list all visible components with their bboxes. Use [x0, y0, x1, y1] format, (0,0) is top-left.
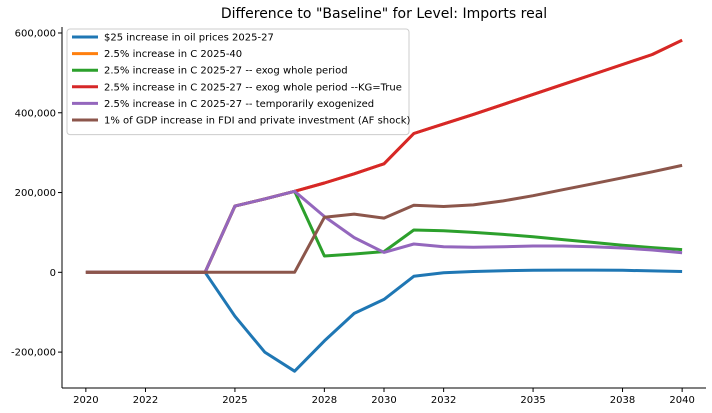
legend: $25 increase in oil prices 2025-27 2.5% i… [66, 28, 411, 136]
series-line-3 [85, 189, 683, 274]
y-tick-label: 0 [50, 268, 56, 279]
y-tick-label: -200,000 [11, 348, 56, 359]
series-layer [85, 38, 683, 373]
series-line-1 [85, 268, 683, 373]
x-tick-label: 2032 [431, 395, 456, 406]
legend-box [66, 28, 410, 136]
chart-title: Difference to "Baseline" for Level: Impo… [221, 6, 547, 22]
x-tick-label: 2038 [610, 395, 635, 406]
axes-layer: 2020 2022 2025 2028 2030 2032 2035 2038 2040 -200… [11, 27, 706, 406]
legend-label-3: 2.5% increase in C 2025-27 -- exog whole… [104, 66, 348, 77]
x-tick-label: 2025 [222, 395, 247, 406]
x-tick-label: 2035 [520, 395, 545, 406]
x-tick-label: 2040 [669, 395, 694, 406]
legend-label-4: 2.5% increase in C 2025-27 -- exog whole… [104, 82, 402, 93]
y-tick-label: 400,000 [15, 108, 56, 119]
series-line-5 [85, 189, 683, 274]
legend-label-2: 2.5% increase in C 2025-40 [104, 49, 242, 60]
x-tick-label: 2028 [312, 395, 337, 406]
x-tick-label: 2020 [73, 395, 98, 406]
y-tick-label: 200,000 [15, 188, 56, 199]
legend-label-6: 1% of GDP increase in FDI and private in… [104, 116, 411, 127]
y-tick-label: 600,000 [15, 28, 56, 39]
x-tick-label: 2022 [133, 395, 158, 406]
series-line-6 [85, 163, 683, 274]
x-tick-label: 2030 [371, 395, 396, 406]
legend-label-5: 2.5% increase in C 2025-27 -- temporaril… [104, 99, 374, 110]
legend-label-1: $25 increase in oil prices 2025-27 [104, 33, 274, 44]
